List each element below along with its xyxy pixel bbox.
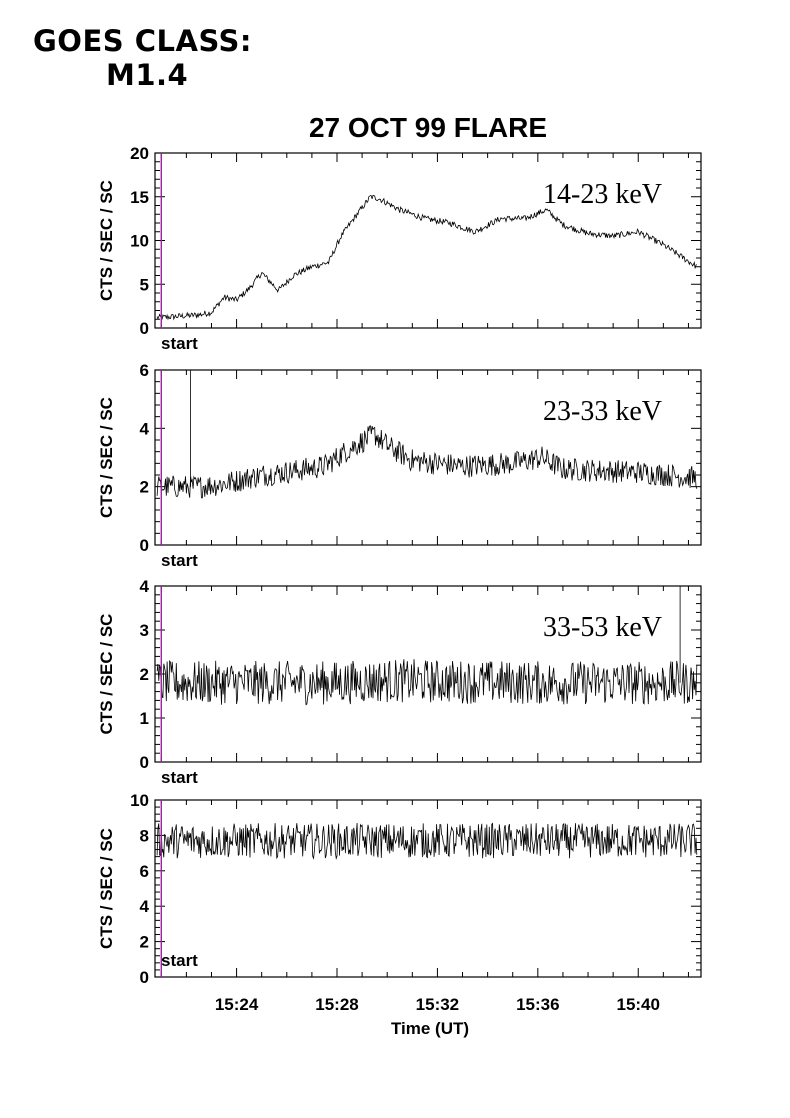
y-tick-label: 15	[130, 188, 149, 207]
y-tick-label: 10	[130, 791, 149, 810]
plot-frame	[154, 369, 702, 546]
y-tick-label: 4	[140, 577, 150, 596]
y-tick-label: 0	[140, 319, 149, 338]
y-tick-label: 1	[140, 709, 149, 728]
y-tick-label: 2	[140, 933, 149, 952]
y-tick-label: 6	[140, 361, 149, 380]
start-marker-label: start	[161, 768, 198, 787]
x-tick-label: 15:32	[416, 995, 459, 1014]
y-tick-label: 0	[140, 536, 149, 555]
y-tick-label: 2	[140, 665, 149, 684]
y-tick-label: 0	[140, 968, 149, 987]
energy-band-label: 14-23 keV	[543, 179, 662, 210]
y-tick-label: 10	[130, 232, 149, 251]
panel-2: 0 2 4 6 CTS / SEC / SC start 23-33 keV	[97, 361, 702, 570]
y-tick-label: 2	[140, 478, 149, 497]
x-tick-label: 15:40	[616, 995, 659, 1014]
start-marker-label: start	[161, 951, 198, 970]
y-tick-label: 3	[140, 621, 149, 640]
panel-1: 0 5 10 15 20 CTS / SEC / SC start 14-23 keV	[97, 144, 702, 353]
series-line	[156, 586, 698, 706]
y-tick-label: 5	[140, 275, 149, 294]
y-tick-label: 20	[130, 144, 149, 163]
goes-class-value: M1.4	[106, 58, 189, 92]
series-line	[156, 822, 698, 860]
energy-band-label: 23-33 keV	[543, 396, 662, 427]
panel-3: 0 1 2 3 4 CTS / SEC / SC start 33-53 keV	[97, 577, 702, 787]
goes-class-heading: GOES CLASS:	[33, 24, 253, 58]
start-marker-label: start	[161, 334, 198, 353]
x-tick-label: 15:36	[516, 995, 559, 1014]
y-tick-label: 4	[140, 897, 150, 916]
plot-frame	[154, 799, 702, 978]
series-line	[156, 370, 698, 499]
y-tick-label: 6	[140, 862, 149, 881]
y-axis-label: CTS / SEC / SC	[97, 614, 116, 735]
series-line	[156, 194, 697, 321]
x-tick-label: 15:24	[215, 995, 259, 1014]
y-tick-label: 8	[140, 826, 149, 845]
panel-4: 0 2 4 6 8 10 15:24 15:28 15:32 15:36 15:40 CTS / SE…	[97, 791, 702, 1038]
chart-title: 27 OCT 99 FLARE	[308, 112, 548, 143]
x-axis-label: Time (UT)	[391, 1019, 469, 1038]
y-tick-label: 4	[140, 419, 150, 438]
goes-class-label: GOES CLASS: M1.4	[33, 24, 252, 92]
y-axis-label: CTS / SEC / SC	[97, 828, 116, 949]
start-marker-label: start	[161, 551, 198, 570]
y-axis-label: CTS / SEC / SC	[97, 397, 116, 518]
energy-band-label: 33-53 keV	[543, 612, 662, 643]
y-tick-label: 0	[140, 753, 149, 772]
y-axis-label: CTS / SEC / SC	[97, 180, 116, 301]
x-tick-label: 15:28	[315, 995, 358, 1014]
